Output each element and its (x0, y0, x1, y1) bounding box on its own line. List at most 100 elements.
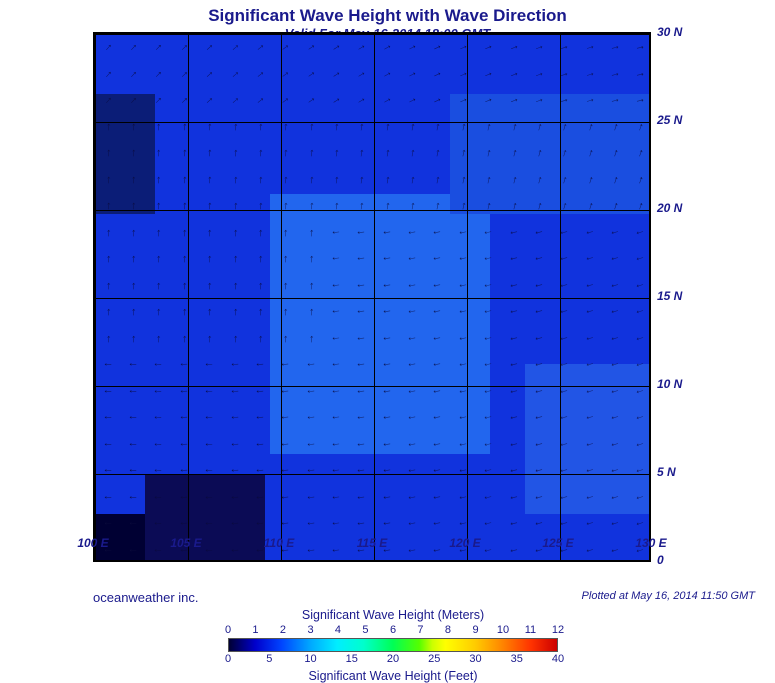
wave-direction-arrow: → (153, 545, 164, 556)
wave-direction-arrow: → (178, 439, 189, 450)
wave-direction-arrow: → (380, 412, 392, 424)
wave-direction-arrow: → (355, 465, 367, 477)
wave-direction-arrow: → (380, 439, 392, 451)
wave-direction-arrow: → (456, 359, 469, 372)
wave-direction-arrow: → (254, 359, 266, 371)
wave-direction-arrow: → (127, 439, 138, 450)
wave-direction-arrow: → (305, 545, 317, 557)
wave-direction-arrow: → (153, 280, 164, 291)
wave-direction-arrow: → (178, 492, 189, 503)
wave-direction-arrow: → (406, 385, 419, 398)
wave-direction-arrow: → (482, 438, 495, 451)
wave-direction-arrow: → (431, 279, 444, 292)
wave-direction-arrow: → (330, 200, 343, 213)
wave-direction-arrow: → (456, 173, 469, 186)
lat-label-1: 25 N (657, 113, 682, 127)
wave-direction-arrow: → (380, 253, 392, 265)
gridline-lon-110e (281, 34, 282, 560)
wave-direction-arrow: → (279, 359, 291, 371)
wave-direction-arrow: → (380, 492, 392, 504)
wave-direction-arrow: → (431, 385, 444, 398)
wave-direction-arrow: → (583, 385, 596, 398)
wave-direction-arrow: → (204, 280, 215, 291)
wave-direction-arrow: → (203, 386, 215, 398)
wave-direction-arrow: → (583, 544, 596, 557)
wave-direction-arrow: → (558, 412, 571, 425)
map-panel[interactable]: → → → → → → → → → → → → → → → → → → → → → → → → → → → → → → → → → → → → → → → →… (93, 32, 651, 562)
wave-direction-arrow: → (355, 333, 367, 345)
wave-direction-arrow: → (279, 412, 291, 424)
wave-direction-arrow: → (203, 465, 215, 477)
wave-direction-arrow: → (355, 253, 367, 265)
wave-direction-arrow: → (608, 332, 621, 345)
wave-direction-arrow: → (330, 518, 342, 530)
wave-direction-arrow: → (203, 147, 215, 159)
lon-label-0: 100 E (77, 536, 108, 550)
wave-direction-arrow: → (128, 227, 139, 238)
wave-direction-arrow: → (431, 253, 444, 266)
wave-direction-arrow: → (482, 465, 495, 478)
wave-direction-arrow: → (254, 518, 266, 530)
lat-label-2: 20 N (657, 201, 682, 215)
wave-direction-arrow: → (330, 173, 343, 186)
wave-direction-arrow: → (355, 147, 368, 160)
wave-direction-arrow: → (330, 359, 342, 371)
wave-direction-arrow: → (128, 280, 139, 291)
wave-direction-arrow: → (204, 307, 215, 318)
wave-direction-arrow: → (153, 466, 164, 477)
wave-direction-arrow: → (127, 466, 138, 477)
wave-direction-arrow: → (127, 201, 138, 212)
wave-direction-arrow: → (280, 333, 291, 344)
wave-direction-arrow: → (128, 307, 139, 318)
wave-direction-arrow: → (127, 360, 138, 371)
wave-direction-arrow: → (229, 492, 241, 504)
wave-direction-arrow: → (355, 280, 367, 292)
wave-direction-arrow: → (229, 280, 240, 291)
wave-direction-arrow: → (355, 200, 368, 213)
wave-direction-arrow: → (279, 174, 291, 186)
wave-direction-arrow: → (203, 200, 215, 212)
wave-direction-arrow: → (583, 438, 596, 451)
wave-direction-arrow: → (406, 359, 419, 372)
wave-direction-arrow: → (178, 386, 189, 397)
wave-direction-arrow: → (482, 359, 495, 372)
wave-direction-arrow: → (532, 518, 545, 531)
wave-direction-arrow: → (102, 307, 113, 318)
wave-direction-arrow: → (330, 333, 342, 345)
wave-direction-arrow: → (431, 226, 444, 239)
wave-direction-arrow: → (254, 254, 265, 265)
wave-direction-arrow: → (380, 227, 392, 239)
credit-label: oceanweather inc. (93, 590, 199, 605)
wave-direction-arrow: → (355, 439, 367, 451)
wave-direction-arrow: → (380, 147, 393, 160)
colorbar-gradient-bar[interactable] (228, 638, 558, 652)
wave-direction-arrow: → (507, 491, 520, 504)
wave-direction-arrow: → (380, 306, 392, 318)
wave-direction-arrow: → (229, 465, 241, 477)
wave-direction-arrow: → (102, 174, 113, 185)
wave-direction-arrow: → (229, 307, 240, 318)
wave-direction-arrow: → (380, 120, 393, 133)
wave-direction-arrow: → (634, 67, 647, 80)
wave-direction-arrow: → (305, 518, 317, 530)
wave-direction-arrow: → (406, 200, 419, 213)
wave-direction-arrow: → (456, 438, 469, 451)
wave-direction-arrow: → (305, 254, 316, 265)
wave-direction-arrow: → (102, 201, 113, 212)
wave-direction-arrow: → (456, 306, 469, 319)
wave-direction-arrow: → (608, 67, 621, 80)
wave-direction-arrow: → (507, 306, 520, 319)
gridline-lon-100e (95, 34, 96, 560)
wave-direction-arrow: → (482, 385, 495, 398)
wave-direction-arrow: → (102, 466, 113, 477)
colorbar-ticks-meters: 0 1 2 3 4 5 6 7 8 9 10 11 12 (228, 624, 558, 638)
wave-direction-arrow: → (229, 254, 240, 265)
wave-direction-arrow: → (305, 333, 316, 344)
wave-direction-arrow: → (532, 359, 545, 372)
wave-direction-arrow: → (482, 306, 495, 319)
wave-direction-arrow: → (482, 491, 495, 504)
wave-direction-arrow: → (355, 359, 367, 371)
wave-direction-arrow: → (482, 253, 495, 266)
wave-direction-arrow: → (305, 386, 317, 398)
wave-direction-arrow: → (254, 200, 266, 212)
